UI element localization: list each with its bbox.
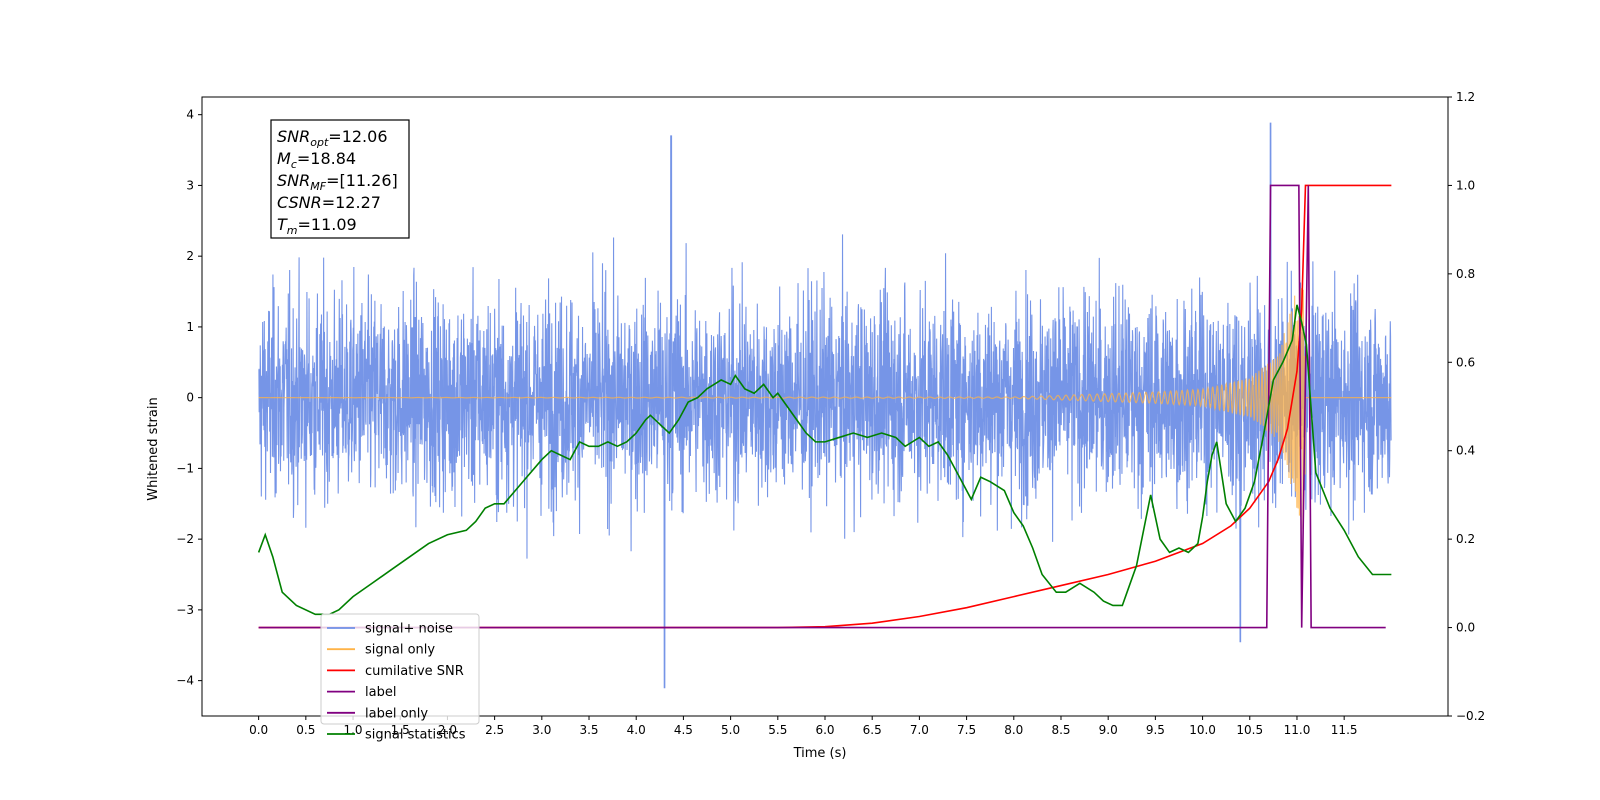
legend-frame: [320, 613, 480, 725]
y-tick-label-right: −0.2: [1456, 709, 1485, 723]
x-tick-label: 4.5: [674, 723, 693, 737]
x-tick-label: 0.5: [296, 723, 315, 737]
legend-label: label only: [365, 706, 428, 721]
x-tick-label: 10.0: [1189, 723, 1216, 737]
legend-label: signal statistics: [365, 728, 466, 743]
x-tick-label: 3.5: [579, 723, 598, 737]
legend-label: signal+ noise: [365, 622, 453, 637]
y-tick-label-left: 3: [186, 178, 194, 192]
annotation-box: SNRopt=12.06Mc=18.84SNRMF=[11.26]CSNR=12…: [270, 119, 410, 239]
x-tick-label: 1.5: [391, 723, 410, 737]
x-tick-label: 8.5: [1051, 723, 1070, 737]
x-tick-label: 11.0: [1284, 723, 1311, 737]
legend-label: signal only: [365, 643, 435, 658]
series-label: [258, 184, 1386, 629]
annotation-line: SNRopt=12.06: [277, 127, 388, 149]
x-tick-label: 9.5: [1146, 723, 1165, 737]
legend-label: label: [365, 685, 396, 700]
axes: 0.0 0.5 1.0 1.5 2.0 2.5 3.0 3.5 4.0 4.5 5.0 5.5 6.0 6…: [176, 90, 1485, 737]
series-signal-noise: [258, 122, 1392, 689]
x-tick-label: 7.5: [957, 723, 976, 737]
y-tick-label-right: 0.2: [1456, 532, 1475, 546]
legend: signal+ noise signal only cumilative SNR la…: [320, 613, 480, 743]
y-tick-label-left: 4: [186, 108, 194, 122]
x-axis-label: Time (s): [793, 746, 847, 761]
y-tick-label-left: 2: [186, 249, 194, 263]
y-tick-label-right: 1.2: [1456, 90, 1475, 104]
y-tick-label-left: −4: [176, 674, 194, 688]
annotation-line: SNRMF=[11.26]: [277, 171, 398, 193]
x-tick-label: 8.0: [1004, 723, 1023, 737]
plot-area: [257, 122, 1392, 689]
y-tick-label-left: 1: [186, 320, 194, 334]
x-tick-label: 9.0: [1099, 723, 1118, 737]
y-tick-label-left: −3: [176, 603, 194, 617]
annotation-frame: [270, 119, 410, 239]
x-tick-label: 0.0: [249, 723, 268, 737]
x-tick-label: 6.0: [815, 723, 834, 737]
y-tick-label-right: 0.0: [1456, 621, 1475, 635]
annotation-line: CSNR=12.27: [277, 193, 381, 212]
x-tick-label: 6.5: [863, 723, 882, 737]
y-tick-label-right: 0.6: [1456, 355, 1475, 369]
y-axis-label-left: Whitened strain: [146, 397, 161, 500]
y-tick-label-left: 0: [186, 391, 194, 405]
x-tick-label: 5.5: [768, 723, 787, 737]
series-signal-only: [258, 283, 1392, 530]
x-tick-label: 2.0: [438, 723, 457, 737]
y-tick-label-right: 0.8: [1456, 267, 1475, 281]
annotation-line: Mc=18.84: [277, 149, 356, 171]
series-signal-statistics: [257, 304, 1392, 616]
legend-label: cumilative SNR: [365, 664, 464, 679]
x-tick-label: 4.0: [627, 723, 646, 737]
x-tick-label: 7.0: [910, 723, 929, 737]
y-tick-label-right: 1.0: [1456, 178, 1475, 192]
x-tick-label: 10.5: [1236, 723, 1263, 737]
y-tick-label-left: −1: [176, 461, 194, 475]
x-tick-label: 3.0: [532, 723, 551, 737]
y-tick-label-left: −2: [176, 532, 194, 546]
x-tick-label: 5.0: [721, 723, 740, 737]
x-tick-label: 2.5: [485, 723, 504, 737]
series-cumulative-snr: [258, 184, 1392, 629]
x-tick-label: 1.0: [343, 723, 362, 737]
annotation-line: Tm=11.09: [277, 215, 357, 237]
y-tick-label-right: 0.4: [1456, 444, 1475, 458]
x-tick-label: 11.5: [1331, 723, 1358, 737]
